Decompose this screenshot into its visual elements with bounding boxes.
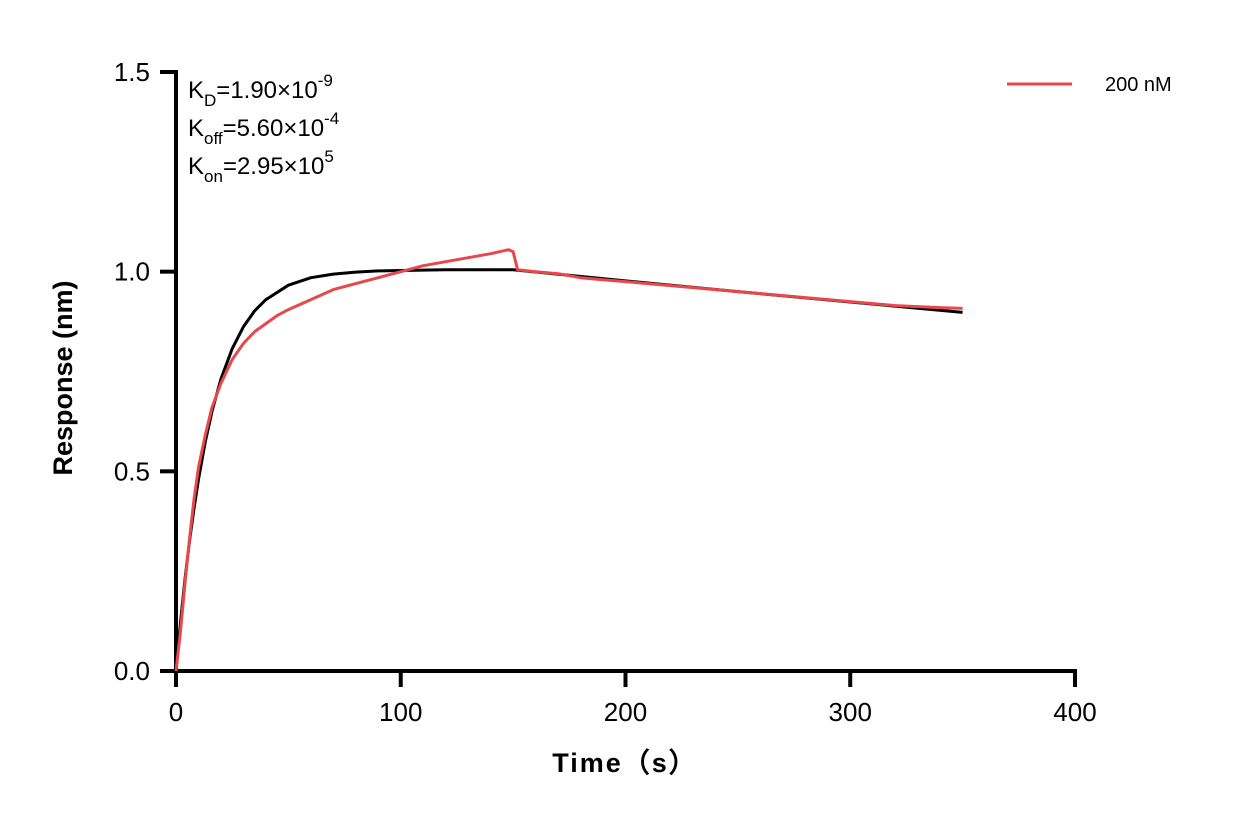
y-tick-label: 1.5 <box>114 57 150 87</box>
constant-exp: 5 <box>324 147 333 166</box>
kinetic-constant-d: KD=1.90×10-9 <box>188 71 333 110</box>
x-tick-label: 200 <box>604 697 647 727</box>
series-group <box>174 248 963 672</box>
constant-exp: -4 <box>324 109 339 128</box>
legend-label-200nm: 200 nM <box>1105 74 1172 96</box>
constant-value: =1.90×10 <box>216 77 317 104</box>
kinetic-constant-off: Koff=5.60×10-4 <box>188 109 339 148</box>
x-tick-label: 300 <box>829 697 872 727</box>
constant-exp: -9 <box>318 71 333 90</box>
kinetic-constant-on: Kon=2.95×105 <box>188 147 334 186</box>
constant-value: =5.60×10 <box>223 115 324 142</box>
x-axis-label: Time（s） <box>552 748 698 778</box>
constant-main: K <box>188 153 204 180</box>
y-tick-label: 0.0 <box>114 656 150 686</box>
legend: 200 nM <box>1007 74 1172 96</box>
constant-main: K <box>188 115 204 142</box>
x-tick-label: 0 <box>169 697 183 727</box>
constant-value: =2.95×10 <box>223 153 324 180</box>
fit-curve <box>174 268 963 672</box>
y-axis-label: Response (nm) <box>48 280 78 475</box>
y-tick-label: 1.0 <box>114 257 150 287</box>
axes: 0 100 200 300 400 0.0 0.5 1.0 1.5 <box>114 57 1097 727</box>
series-line-200nm <box>174 248 963 672</box>
x-tick-label: 400 <box>1053 697 1096 727</box>
constant-sub: off <box>204 129 223 148</box>
constant-sub: D <box>204 91 216 110</box>
constant-main: K <box>188 77 204 104</box>
constant-sub: on <box>204 167 223 186</box>
y-tick-label: 0.5 <box>114 456 150 486</box>
x-tick-label: 100 <box>379 697 422 727</box>
